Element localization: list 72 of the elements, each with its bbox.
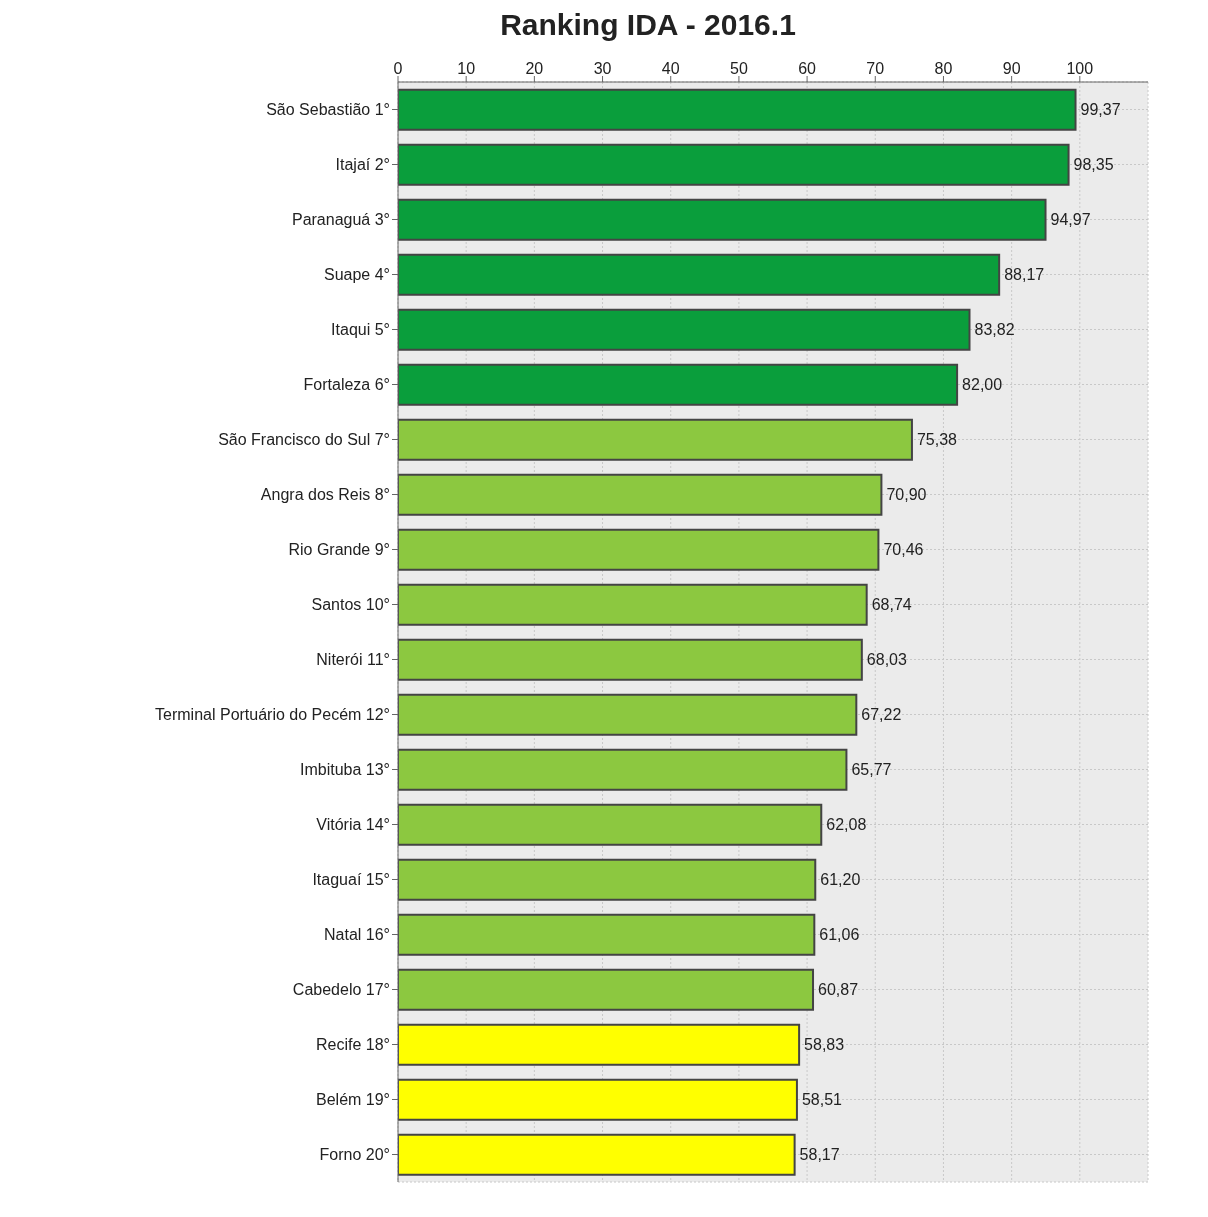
y-tick-label: São Francisco do Sul 7°: [218, 431, 390, 449]
data-label: 67,22: [861, 706, 902, 724]
bar: [398, 968, 815, 1011]
data-label: 88,17: [1004, 266, 1045, 284]
bar: [398, 858, 817, 901]
y-tick-label: Recife 18°: [316, 1036, 390, 1054]
bar: [398, 803, 823, 846]
y-tick-label: Terminal Portuário do Pecém 12°: [155, 706, 390, 724]
y-tick-label: Forno 20°: [319, 1146, 390, 1164]
x-tick-label: 70: [866, 60, 885, 77]
x-tick-label: 20: [525, 60, 544, 77]
bar: [398, 1078, 798, 1121]
chart-title: Ranking IDA - 2016.1: [499, 8, 797, 42]
bar: [398, 528, 880, 571]
bar: [398, 473, 883, 516]
data-label: 82,00: [962, 376, 1003, 394]
y-tick-label: Itajaí 2°: [335, 156, 390, 174]
x-tick-label: 0: [393, 60, 403, 77]
data-label: 65,77: [851, 761, 892, 779]
data-label: 58,17: [799, 1146, 840, 1164]
bar: [398, 693, 858, 736]
bar: [398, 1023, 801, 1066]
y-tick-label: Vitória 14°: [316, 816, 390, 834]
y-tick-label: Rio Grande 9°: [288, 541, 390, 559]
bar: [398, 308, 971, 351]
y-tick-label: Itaguaí 15°: [312, 871, 390, 889]
data-label: 99,37: [1080, 101, 1121, 119]
data-label: 94,97: [1050, 211, 1091, 229]
bar: [398, 638, 863, 681]
y-tick-label: Santos 10°: [311, 596, 390, 614]
y-tick-label: Paranaguá 3°: [291, 211, 390, 229]
data-label: 70,90: [886, 486, 927, 504]
x-tick-label: 40: [661, 60, 680, 77]
data-label: 61,06: [819, 926, 860, 944]
y-tick-label: Niterói 11°: [316, 651, 390, 669]
bar: [398, 748, 848, 791]
data-label: 75,38: [916, 431, 958, 449]
data-label: 83,82: [974, 321, 1015, 339]
x-tick-label: 100: [1066, 60, 1094, 77]
x-tick-label: 30: [593, 60, 612, 77]
x-tick-label: 90: [1002, 60, 1021, 77]
y-tick-label: Itaqui 5°: [331, 321, 390, 339]
y-tick-label: Fortaleza 6°: [303, 376, 390, 394]
data-label: 68,74: [871, 596, 912, 614]
y-tick-label: São Sebastião 1°: [266, 101, 390, 119]
data-label: 62,08: [826, 816, 867, 834]
y-tick-label: Imbituba 13°: [299, 761, 390, 779]
data-label: 70,46: [883, 541, 924, 559]
data-label: 68,03: [866, 651, 907, 669]
data-label: 98,35: [1073, 156, 1114, 174]
bar: [398, 1133, 796, 1176]
bar: [398, 88, 1077, 131]
bar: [398, 198, 1047, 241]
data-label: 61,20: [820, 871, 861, 889]
data-label: 58,83: [804, 1036, 845, 1054]
bar: [398, 913, 816, 956]
x-tick-label: 80: [934, 60, 953, 77]
y-tick-label: Cabedelo 17°: [292, 981, 390, 999]
data-label: 58,51: [801, 1091, 843, 1109]
bar: [398, 253, 1001, 296]
bar: [398, 583, 868, 626]
bar: [398, 143, 1070, 186]
y-tick-label: Suape 4°: [323, 266, 390, 284]
x-tick-label: 50: [730, 60, 748, 77]
y-tick-label: Belém 19°: [316, 1091, 390, 1109]
x-tick-label: 60: [798, 60, 817, 77]
x-tick-label: 10: [457, 60, 476, 77]
data-label: 60,87: [818, 981, 859, 999]
bar: [398, 418, 913, 461]
y-tick-label: Angra dos Reis 8°: [260, 486, 390, 504]
bar: [398, 363, 959, 406]
y-tick-label: Natal 16°: [324, 926, 390, 944]
